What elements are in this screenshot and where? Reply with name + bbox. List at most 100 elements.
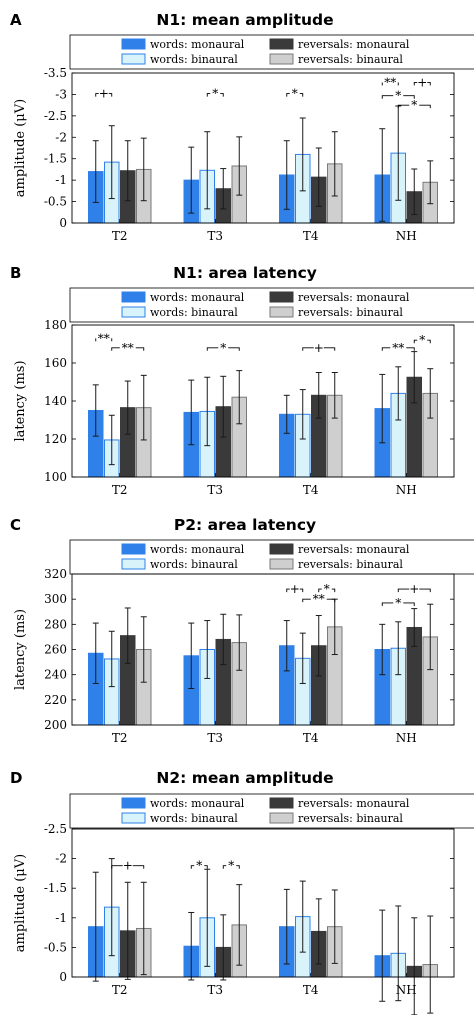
significance-bracket: * (397, 98, 431, 112)
plot-area: 0 -0.5 -1 -1.5 -2 -2.5 -3 -3.5 amplitude (μV) T2 T… (13, 66, 455, 243)
bracket-line (406, 347, 415, 351)
legend-swatch (269, 306, 294, 318)
y-tick-label: 200 (44, 718, 67, 732)
bracket-line (403, 602, 415, 606)
bracket-line (381, 602, 394, 606)
significance-bracket: * (381, 89, 415, 103)
bracket-line (427, 339, 431, 344)
legend-swatch (269, 558, 294, 570)
legend-swatch (121, 812, 146, 824)
significance-label: + (417, 75, 427, 89)
plot-area: 0 -0.5 -1 -1.5 -2 -2.5 amplitude (μV) T2 T3 T4 NH +… (13, 822, 455, 1015)
x-tick-label: NH (396, 483, 417, 497)
legend-swatch (121, 797, 146, 809)
bracket-line (397, 104, 410, 109)
legend-entry: words: monaural (150, 543, 245, 556)
legend-entry: reversals: monaural (298, 543, 410, 556)
significance-bracket: * (413, 333, 431, 347)
x-tick-label: T4 (303, 229, 319, 243)
panel-label: D (10, 769, 22, 787)
bracket-line (190, 865, 195, 869)
bracket-line (302, 598, 311, 603)
x-tick-label: T4 (303, 731, 319, 745)
bracket-line (286, 588, 290, 593)
y-tick-label: 0 (59, 216, 67, 230)
bracket-line (95, 93, 99, 97)
legend-entry: reversals: binaural (298, 53, 403, 66)
legend-swatch (121, 53, 146, 65)
bracket-line (413, 81, 418, 86)
significance-bracket: ** (95, 331, 113, 345)
x-tick-label: T2 (112, 731, 128, 745)
x-tick-label: T3 (207, 229, 223, 243)
y-tick-label: 0 (59, 970, 67, 984)
bracket-line (323, 347, 336, 351)
y-axis-label: amplitude (μV) (13, 99, 28, 197)
significance-label: + (123, 859, 133, 873)
bracket-line (111, 865, 123, 869)
bracket-line (427, 81, 431, 86)
significance-label: ** (392, 341, 404, 355)
legend-swatch (269, 797, 294, 809)
panel-label: A (10, 11, 22, 29)
legend-swatch (121, 38, 146, 50)
significance-label: * (212, 87, 218, 101)
y-tick-label: -1 (55, 911, 67, 925)
significance-label: * (324, 582, 330, 596)
significance-bracket: + (397, 582, 431, 596)
y-tick-label: 300 (44, 592, 67, 606)
bracket-line (299, 93, 304, 97)
significance-label: * (220, 341, 226, 355)
bracket-line (413, 339, 418, 344)
x-tick-label: T2 (112, 983, 128, 997)
x-tick-label: T3 (207, 483, 223, 497)
legend-entry: reversals: monaural (298, 38, 410, 51)
bracket-line (286, 93, 290, 97)
chart-title: N1: area latency (173, 264, 317, 282)
significance-label: + (99, 87, 109, 101)
y-axis-label: amplitude (μV) (13, 854, 28, 952)
plot-area: 200 220 240 260 280 300 320 latency (ms) T2 T3 T4 N… (13, 567, 455, 745)
significance-bracket: * (206, 341, 240, 355)
significance-label: * (411, 98, 417, 112)
bracket-line (228, 347, 240, 351)
y-tick-label: 120 (44, 432, 67, 446)
plot-frame (71, 324, 455, 478)
bracket-line (108, 93, 113, 97)
x-tick-label: T4 (303, 483, 319, 497)
y-tick-label: 320 (44, 567, 67, 581)
bracket-line (381, 347, 391, 351)
legend-swatch (121, 558, 146, 570)
bracket-line (381, 95, 394, 99)
significance-label: * (196, 859, 202, 873)
legend-entry: words: binaural (150, 558, 238, 571)
significance-bracket: ** (302, 592, 336, 606)
significance-bracket: + (302, 341, 336, 355)
legend-entry: words: monaural (150, 291, 245, 304)
chart-title: P2: area latency (174, 516, 316, 534)
significance-bracket: ** (381, 75, 399, 89)
significance-label: + (314, 341, 324, 355)
legend-swatch (269, 291, 294, 303)
x-tick-label: NH (396, 983, 417, 997)
y-axis-label: latency (ms) (13, 609, 28, 690)
x-tick-label: NH (396, 731, 417, 745)
y-tick-label: 160 (44, 356, 67, 370)
y-tick-label: 140 (44, 394, 67, 408)
significance-bracket: * (206, 87, 224, 101)
panel-B: B N1: area latency words: monaural words: b… (10, 264, 474, 497)
x-tick-label: T3 (207, 731, 223, 745)
y-tick-label: -1.5 (44, 881, 67, 895)
legend-entry: words: binaural (150, 53, 238, 66)
significance-bracket: * (381, 596, 415, 610)
legend-entry: words: monaural (150, 797, 245, 810)
x-tick-label: T2 (112, 483, 128, 497)
bracket-line (220, 93, 224, 97)
legend-entry: words: monaural (150, 38, 245, 51)
x-tick-label: T4 (303, 983, 319, 997)
significance-bracket: * (190, 859, 208, 873)
bracket-line (331, 588, 336, 593)
bracket-line (206, 347, 219, 351)
